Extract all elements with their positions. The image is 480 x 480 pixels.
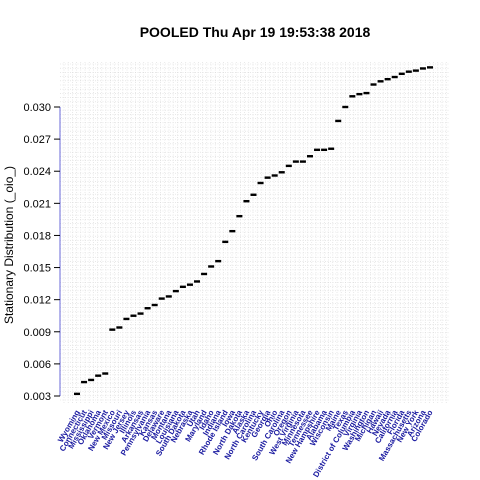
data-point <box>405 70 412 73</box>
data-point <box>151 303 158 307</box>
data-point <box>172 289 179 293</box>
data-point <box>243 199 250 203</box>
y-tick-label: 0.024 <box>23 166 51 178</box>
data-point <box>165 295 172 298</box>
data-point <box>102 372 109 375</box>
data-point <box>335 119 342 123</box>
data-point <box>342 105 349 109</box>
data-point <box>74 392 80 396</box>
data-point <box>271 174 278 177</box>
data-points <box>74 66 433 396</box>
data-point <box>377 80 384 83</box>
data-point <box>349 95 356 98</box>
data-point <box>81 380 88 384</box>
data-point <box>194 280 201 283</box>
data-point <box>229 229 236 233</box>
y-tick-label: 0.012 <box>23 295 51 307</box>
y-axis-label: Stationary Distribution (_oio_) <box>2 166 16 324</box>
data-point <box>179 285 186 289</box>
chart-title: POOLED Thu Apr 19 19:53:38 2018 <box>140 24 371 40</box>
y-tick-label: 0.015 <box>23 263 51 275</box>
data-point <box>95 374 102 377</box>
y-tick-label: 0.009 <box>23 327 51 339</box>
x-tick-labels: WyomingConnecticutMississippiOklahomaVer… <box>56 408 435 479</box>
data-point <box>250 193 257 196</box>
data-point <box>306 155 313 158</box>
data-point <box>427 66 433 69</box>
data-point <box>356 92 363 96</box>
data-point <box>144 307 151 310</box>
data-point <box>384 77 391 81</box>
data-point <box>130 314 137 317</box>
data-point <box>88 378 95 382</box>
data-point <box>215 259 222 263</box>
y-tick-label: 0.003 <box>23 391 51 403</box>
data-point <box>123 317 130 321</box>
data-point <box>285 164 292 168</box>
data-point <box>398 72 405 76</box>
data-point <box>278 171 285 174</box>
data-point <box>419 67 426 70</box>
data-point <box>109 328 116 331</box>
data-point <box>236 214 243 218</box>
data-point <box>116 326 123 329</box>
y-tick-label: 0.021 <box>23 198 51 210</box>
data-point <box>314 148 321 152</box>
grid <box>60 62 450 404</box>
data-point <box>186 283 193 286</box>
y-tick-label: 0.027 <box>23 134 51 146</box>
data-point <box>292 160 299 163</box>
data-point <box>222 240 229 244</box>
y-tick-label: 0.018 <box>23 230 51 242</box>
data-point <box>391 75 398 79</box>
data-point <box>257 181 264 185</box>
y-tick-label: 0.030 <box>23 102 51 114</box>
data-point <box>363 91 370 95</box>
data-point <box>321 148 328 152</box>
data-point <box>201 272 208 276</box>
data-point <box>299 160 306 163</box>
data-point <box>328 147 335 150</box>
data-point <box>370 83 377 86</box>
y-axis: 0.003 0.006 0.009 0.012 0.015 0.018 0.021 0.024… <box>23 102 61 403</box>
data-point <box>158 297 165 300</box>
data-point <box>412 69 419 72</box>
data-point <box>137 312 144 315</box>
data-point <box>264 176 271 179</box>
data-point <box>208 265 215 268</box>
y-tick-label: 0.006 <box>23 359 51 371</box>
